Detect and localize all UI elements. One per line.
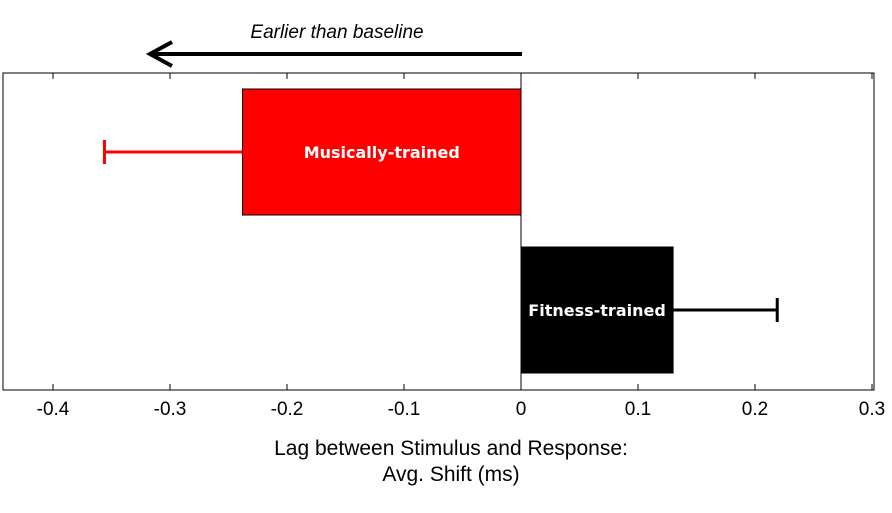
x-tick-label: -0.1 (388, 399, 421, 420)
x-axis-label-line-1: Lag between Stimulus and Response: (274, 437, 628, 460)
bar-label-musically-trained: Musically-trained (304, 143, 460, 162)
earlier-than-baseline-annotation: Earlier than baseline (145, 22, 522, 68)
bar-musically-trained (242, 88, 522, 216)
bar-fitness-trained (520, 246, 674, 374)
x-axis-ticks (52, 73, 873, 390)
annotation-arrow-head-icon (145, 40, 173, 68)
error-bars-group (102, 140, 779, 322)
x-axis-tick-labels: -0.4 -0.3 -0.2 -0.1 0 0.1 0.2 0.3 (37, 399, 886, 420)
x-tick-label: -0.2 (271, 399, 304, 420)
annotation-text: Earlier than baseline (250, 22, 423, 43)
x-axis-label-line-2: Avg. Shift (ms) (382, 463, 519, 486)
x-tick-label: 0.2 (742, 399, 768, 420)
x-tick-label: -0.3 (154, 399, 187, 420)
bars-group (242, 88, 674, 374)
bar-label-fitness-trained: Fitness-trained (528, 301, 666, 320)
x-tick-label: 0.1 (625, 399, 651, 420)
x-tick-label: -0.4 (37, 399, 70, 420)
x-tick-label: 0 (516, 399, 527, 420)
bar-labels-group: Musically-trained Fitness-trained (304, 143, 666, 320)
x-tick-label: 0.3 (859, 399, 885, 420)
